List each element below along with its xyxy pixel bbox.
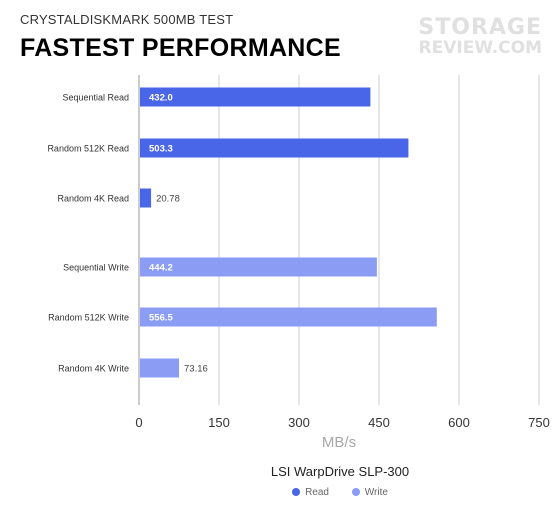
- logo-line-1: STORAGE: [418, 15, 542, 40]
- bar[interactable]: [140, 138, 409, 158]
- x-axis-label: MB/s: [322, 434, 356, 451]
- storagereview-logo: STORAGE REVIEW.COM: [412, 15, 542, 68]
- x-tick-label: 600: [448, 415, 470, 430]
- category-label: Random 4K Write: [58, 364, 129, 374]
- category-label: Sequential Write: [63, 263, 129, 273]
- legend: LSI WarpDrive SLP-300 Read Write: [0, 464, 560, 498]
- value-labels: 432.0 503.3 20.78 444.2 556.5 73.16: [149, 93, 208, 375]
- chart-subtitle: CRYSTALDISKMARK 500MB TEST: [20, 12, 234, 27]
- bar[interactable]: [140, 358, 180, 378]
- bar-chart: 0 150 300 450 600 750 Sequential Read Random 5…: [47, 75, 550, 451]
- category-label: Sequential Read: [62, 93, 129, 103]
- logo-line-2: REVIEW.COM: [418, 38, 542, 58]
- bar-value-label: 503.3: [149, 144, 173, 155]
- legend-write-label: Write: [364, 487, 388, 498]
- bar-value-label: 73.16: [184, 364, 208, 375]
- bar-value-label: 444.2: [149, 263, 173, 274]
- legend-items: Read Write: [120, 487, 560, 498]
- category-label: Random 512K Read: [47, 144, 129, 154]
- legend-item-read[interactable]: Read: [292, 487, 329, 498]
- bar-value-label: 432.0: [149, 93, 173, 104]
- x-tick-label: 150: [208, 415, 230, 430]
- bars: [140, 87, 437, 378]
- category-labels: Sequential Read Random 512K Read Random 4K…: [47, 93, 129, 374]
- legend-read-label: Read: [305, 487, 329, 498]
- bar[interactable]: [140, 87, 371, 107]
- x-tick-label: 450: [368, 415, 390, 430]
- chart-title: FASTEST PERFORMANCE: [20, 34, 341, 62]
- bar[interactable]: [140, 188, 152, 208]
- x-tick-label: 0: [135, 415, 142, 430]
- grid-lines: [138, 75, 540, 405]
- category-label: Random 4K Read: [57, 194, 129, 204]
- x-tick-label: 300: [288, 415, 310, 430]
- bar-value-label: 20.78: [156, 194, 180, 205]
- legend-title: LSI WarpDrive SLP-300: [270, 464, 410, 479]
- write-swatch-icon: [351, 488, 360, 497]
- category-label: Random 512K Write: [48, 313, 129, 323]
- read-swatch-icon: [292, 488, 301, 497]
- legend-item-write[interactable]: Write: [351, 487, 388, 498]
- bar-value-label: 556.5: [149, 313, 173, 324]
- bar[interactable]: [140, 307, 437, 327]
- bar[interactable]: [140, 257, 377, 277]
- x-tick-label: 750: [528, 415, 550, 430]
- x-axis-ticks: 0 150 300 450 600 750: [135, 415, 549, 430]
